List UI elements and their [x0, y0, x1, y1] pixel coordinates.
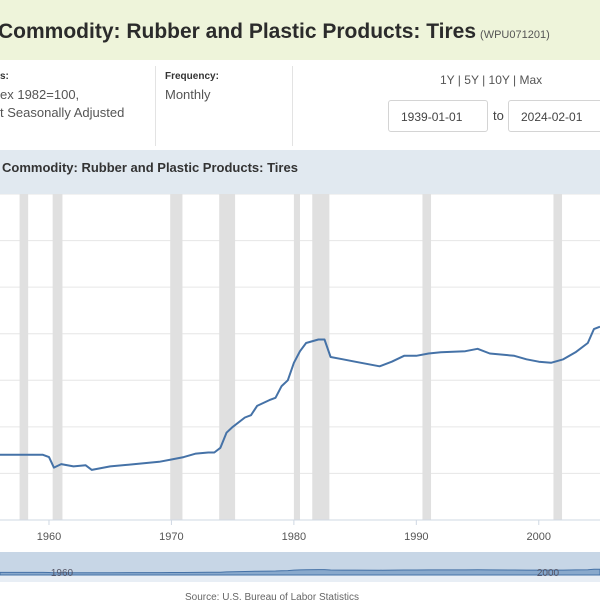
navigator-label-2000: 2000 — [537, 568, 560, 579]
navigator-label-1960: 1960 — [51, 568, 74, 579]
x-tick-label: 1980 — [282, 531, 306, 543]
title-bar: Commodity: Rubber and Plastic Products: … — [0, 0, 600, 61]
page-title: Commodity: Rubber and Plastic Products: … — [0, 20, 550, 43]
recession-band — [170, 194, 183, 520]
units-line1: ex 1982=100, — [0, 87, 80, 102]
meta-divider — [155, 66, 156, 146]
recession-band — [52, 194, 63, 520]
series-id: (WPU071201) — [480, 29, 550, 41]
range-max[interactable]: Max — [519, 73, 543, 87]
range-selector: 1Y | 5Y | 10Y | Max — [440, 73, 543, 87]
frequency-label: Frequency: — [165, 71, 219, 82]
recession-band — [19, 194, 29, 520]
navigator-series — [0, 568, 600, 576]
frequency-value: Monthly — [165, 87, 211, 102]
end-date-input[interactable]: 2024-02-01 — [508, 100, 600, 132]
frequency-block: Frequency: Monthly — [165, 68, 219, 104]
recession-band — [312, 194, 330, 520]
range-10y[interactable]: 10Y — [488, 73, 510, 87]
x-tick-label: 1960 — [37, 531, 61, 543]
chart-title: Commodity: Rubber and Plastic Products: … — [2, 160, 298, 175]
recession-band — [422, 194, 432, 520]
to-label: to — [493, 108, 504, 123]
units-line2: t Seasonally Adjusted — [0, 105, 125, 120]
recession-band — [219, 194, 236, 520]
source-note: Source: U.S. Bureau of Labor Statistics — [185, 592, 359, 603]
navigator-selection[interactable] — [0, 552, 600, 575]
range-1y[interactable]: 1Y — [440, 73, 455, 87]
units-label: s: — [0, 71, 9, 82]
chart-header: Commodity: Rubber and Plastic Products: … — [0, 150, 600, 194]
recession-band — [553, 194, 563, 520]
series-meta: s: ex 1982=100, t Seasonally Adjusted Fr… — [0, 60, 600, 150]
start-date-input[interactable]: 1939-01-01 — [388, 100, 488, 132]
units-block: s: ex 1982=100, t Seasonally Adjusted — [0, 68, 124, 122]
x-tick-label: 1970 — [159, 531, 183, 543]
x-tick-label: 2000 — [527, 531, 551, 543]
x-tick-label: 1990 — [404, 531, 428, 543]
range-5y[interactable]: 5Y — [464, 73, 479, 87]
series-line[interactable] — [0, 325, 600, 471]
line-chart[interactable]: 1960 1970 1980 1990 2000 — [0, 194, 600, 552]
meta-divider — [292, 66, 293, 146]
range-navigator[interactable]: 1960 2000 — [0, 552, 600, 582]
